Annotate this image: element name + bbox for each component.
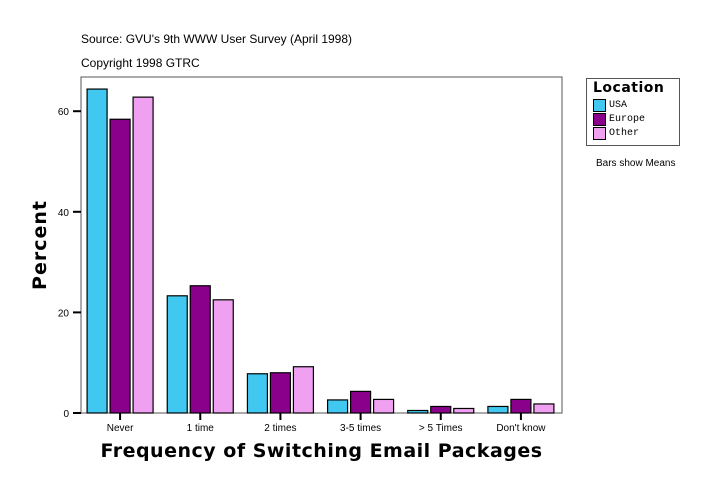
bar-other-1 xyxy=(212,299,234,414)
y-tick-label: 60 xyxy=(58,107,70,118)
legend-swatch xyxy=(593,98,606,112)
legend: Location USA Europe Other xyxy=(586,78,680,146)
x-axis-title: Frequency of Switching Email Packages xyxy=(100,440,542,462)
y-tick-label: 20 xyxy=(58,308,70,319)
bar-usa-0 xyxy=(86,88,108,414)
bar-usa-2 xyxy=(246,373,269,414)
legend-label: Europe xyxy=(609,113,646,125)
x-tick-label: 3-5 times xyxy=(340,423,381,434)
legend-swatch xyxy=(593,112,606,126)
bar-usa-1 xyxy=(166,295,188,414)
copyright-text: Copyright 1998 GTRC xyxy=(81,56,200,70)
legend-item-other: Other xyxy=(593,126,640,140)
bar-usa-5 xyxy=(487,405,509,414)
bar-europe-2 xyxy=(269,372,292,414)
bar-europe-3 xyxy=(349,390,372,414)
bar-usa-4 xyxy=(407,409,429,414)
y-tick-label: 40 xyxy=(58,208,70,219)
bar-europe-4 xyxy=(430,405,452,414)
source-text: Source: GVU's 9th WWW User Survey (April… xyxy=(81,32,353,46)
plot-frame xyxy=(80,76,563,414)
bar-other-2 xyxy=(292,366,315,414)
bar-other-3 xyxy=(372,398,395,414)
legend-item-europe: Europe xyxy=(593,112,646,126)
bar-other-5 xyxy=(533,403,555,414)
y-tick-label: 0 xyxy=(63,409,69,420)
legend-title: Location xyxy=(593,80,665,96)
bar-other-0 xyxy=(132,96,154,414)
bar-europe-1 xyxy=(189,285,211,414)
x-tick-label: Don't know xyxy=(496,423,546,434)
bar-europe-5 xyxy=(510,398,532,414)
x-tick-label: Never xyxy=(107,423,134,434)
bar-europe-0 xyxy=(109,118,131,414)
legend-swatch xyxy=(593,126,606,140)
bar-usa-3 xyxy=(326,399,349,414)
legend-label: Other xyxy=(609,127,640,139)
x-tick-label: > 5 Times xyxy=(419,423,463,434)
y-axis-title: Percent xyxy=(29,200,51,290)
bar-other-4 xyxy=(453,407,475,414)
legend-item-usa: USA xyxy=(593,98,628,112)
x-tick-label: 1 time xyxy=(187,423,215,434)
x-tick-label: 2 times xyxy=(264,423,296,434)
legend-label: USA xyxy=(609,99,628,111)
bars-note: Bars show Means xyxy=(596,158,676,169)
